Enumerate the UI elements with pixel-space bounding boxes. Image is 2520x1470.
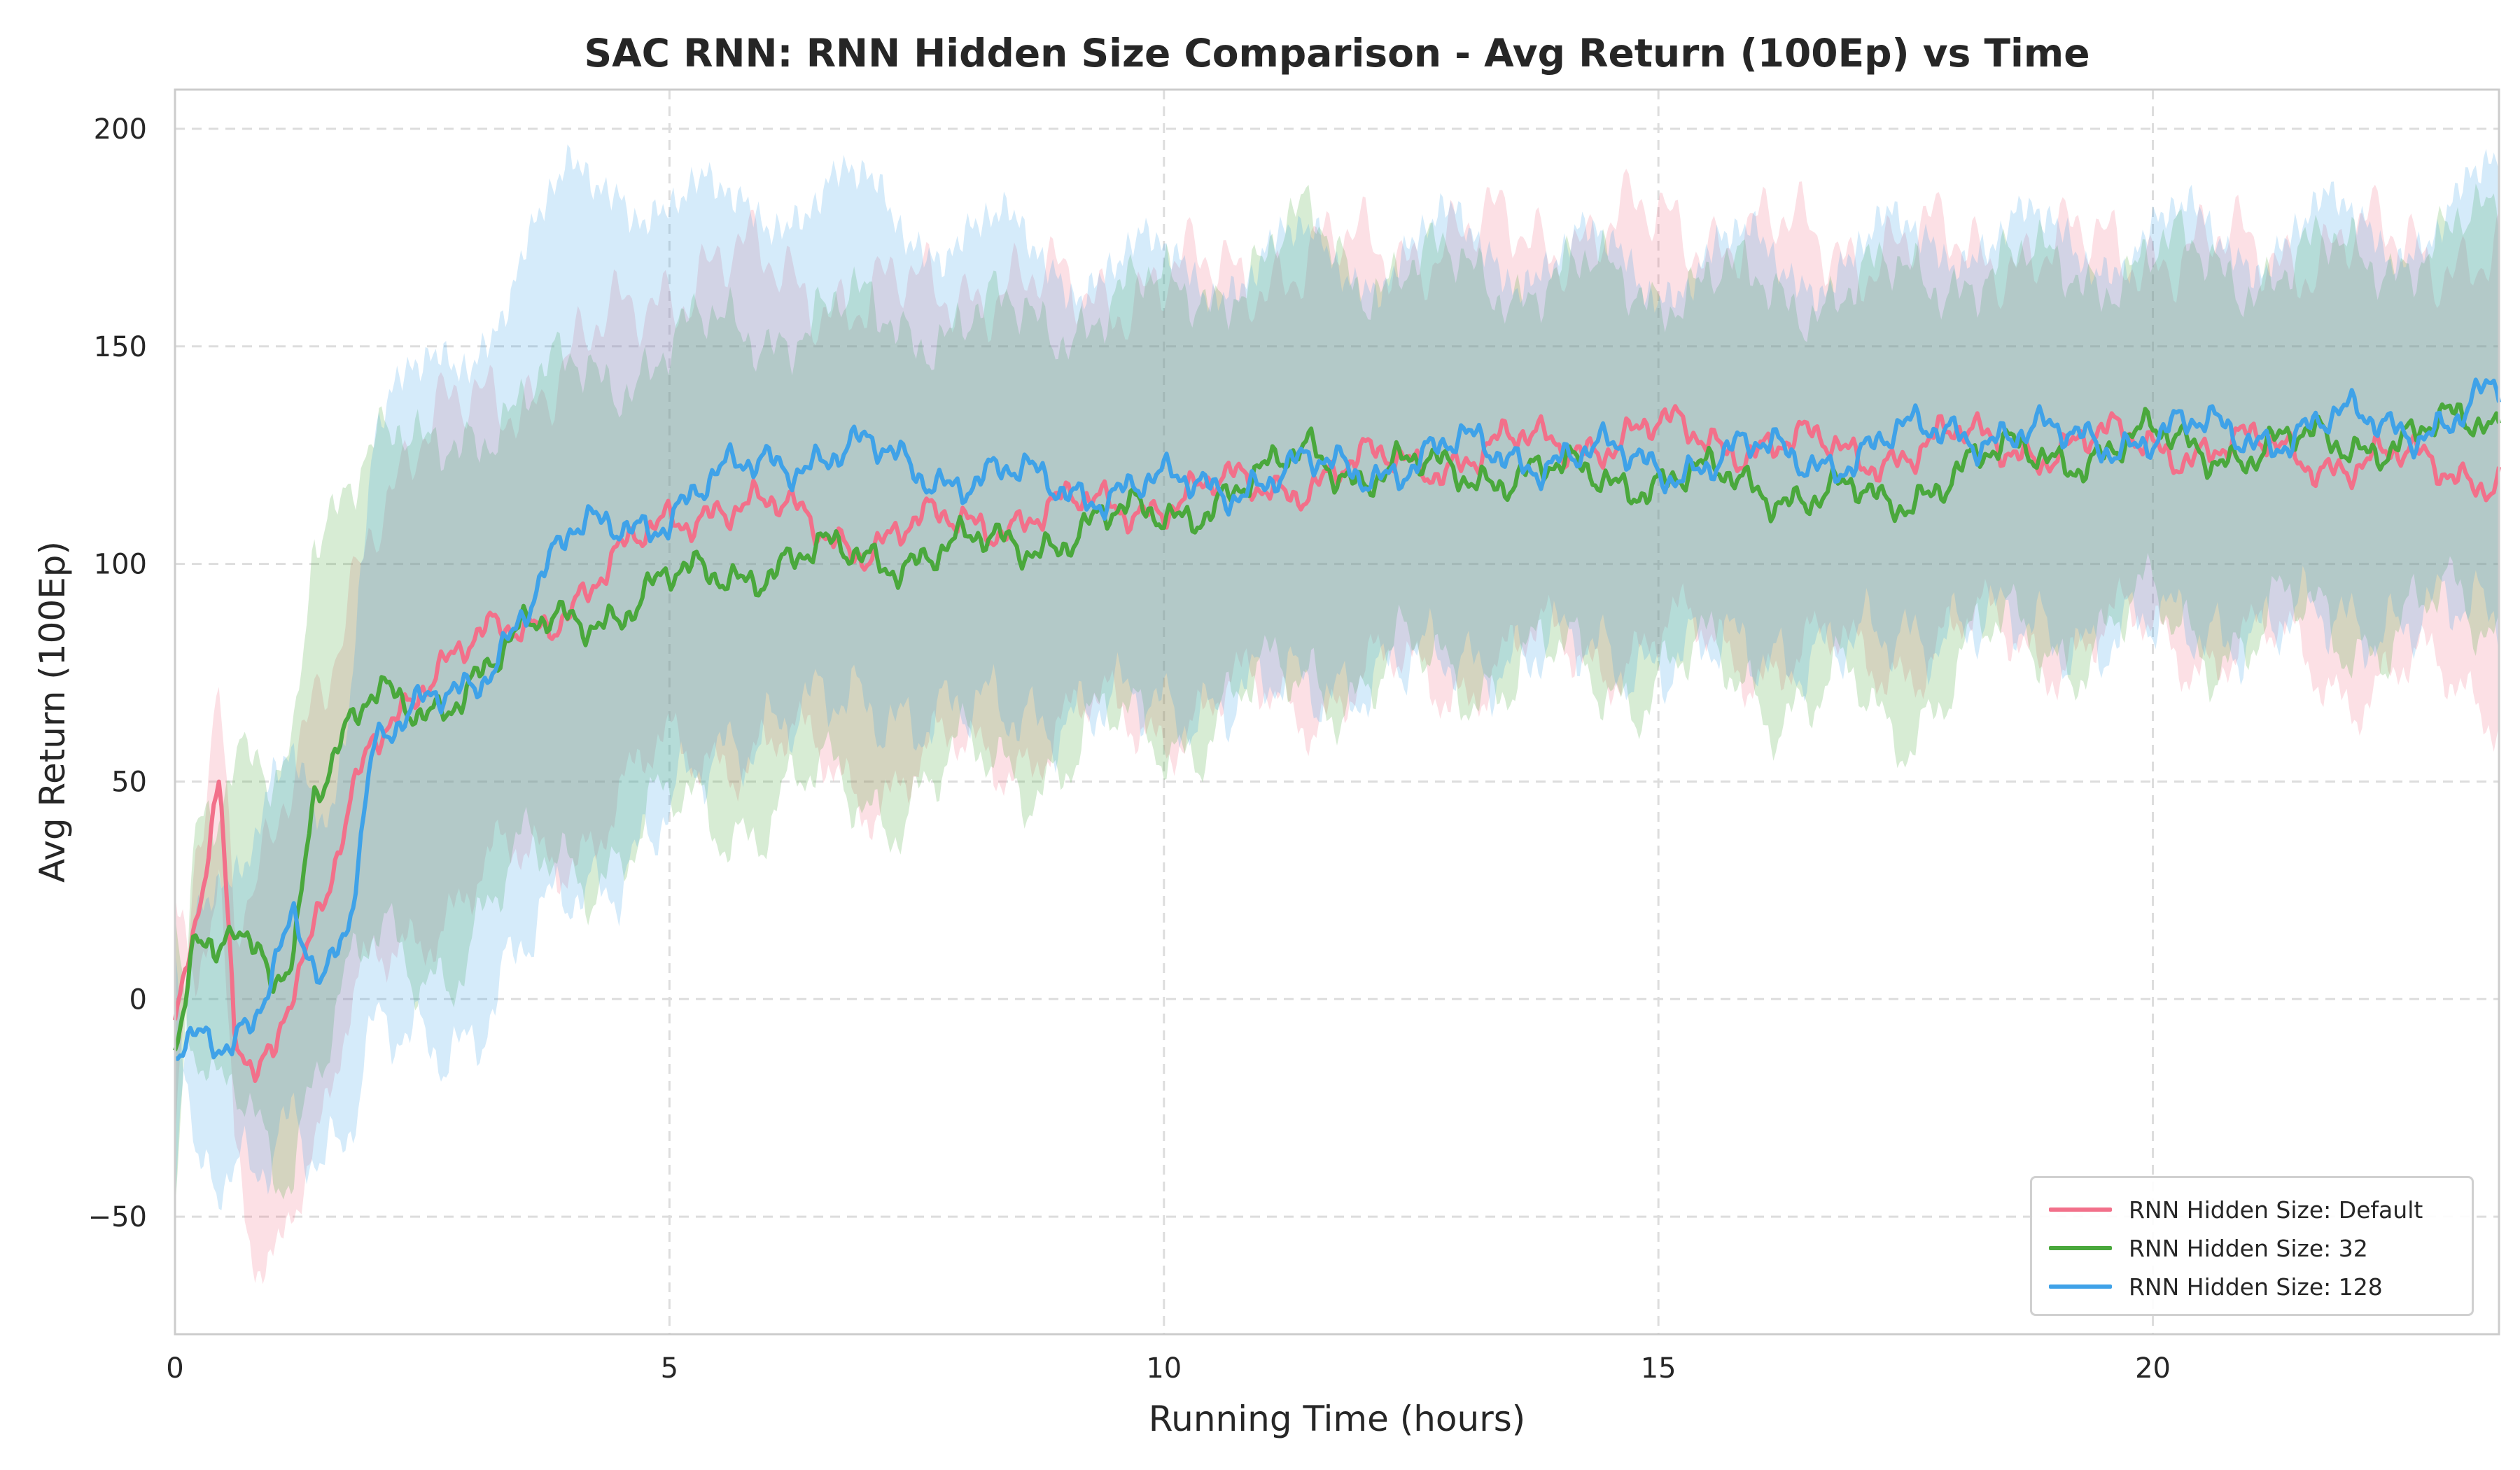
- legend-item-default: RNN Hidden Size: Default: [2049, 1192, 2423, 1227]
- band-layer: [175, 144, 2499, 1284]
- y-tick-label: −50: [88, 1201, 147, 1233]
- line-layer: [173, 377, 2501, 1084]
- line-series-1: [173, 402, 2501, 1051]
- x-tick-label: 0: [166, 1352, 183, 1385]
- line-series-2: [174, 377, 2501, 1061]
- band-series-1: [175, 183, 2499, 1212]
- x-tick-label: 5: [661, 1352, 678, 1385]
- legend: RNN Hidden Size: Default RNN Hidden Size…: [2030, 1176, 2474, 1316]
- legend-item-128: RNN Hidden Size: 128: [2049, 1269, 2383, 1304]
- x-tick-label: 20: [2135, 1352, 2171, 1385]
- x-tick-label: 15: [1641, 1352, 1676, 1385]
- y-tick-label: 50: [111, 766, 147, 798]
- plot-frame: [174, 88, 2500, 1336]
- legend-label-128: RNN Hidden Size: 128: [2129, 1273, 2383, 1301]
- legend-item-32: RNN Hidden Size: 32: [2049, 1231, 2368, 1266]
- legend-swatch-32: [2049, 1246, 2112, 1250]
- tick-layer: 0 5 10 15 20 −50 0 50 100 150 200: [88, 113, 2171, 1385]
- legend-label-32: RNN Hidden Size: 32: [2129, 1234, 2368, 1262]
- y-tick-label: 200: [94, 113, 147, 146]
- legend-swatch-128: [2049, 1284, 2112, 1289]
- y-tick-label: 0: [130, 983, 147, 1016]
- y-tick-label: 100: [94, 549, 147, 581]
- chart-title: SAC RNN: RNN Hidden Size Comparison - Av…: [584, 31, 2090, 76]
- x-tick-label: 10: [1146, 1352, 1182, 1385]
- x-axis-label: Running Time (hours): [1149, 1399, 1526, 1439]
- band-series-0: [175, 169, 2499, 1284]
- grid-layer: [175, 90, 2499, 1334]
- legend-label-default: RNN Hidden Size: Default: [2129, 1196, 2423, 1224]
- y-axis-label: Avg Return (100Ep): [32, 541, 73, 883]
- legend-swatch-default: [2049, 1208, 2112, 1212]
- y-tick-label: 150: [94, 331, 147, 363]
